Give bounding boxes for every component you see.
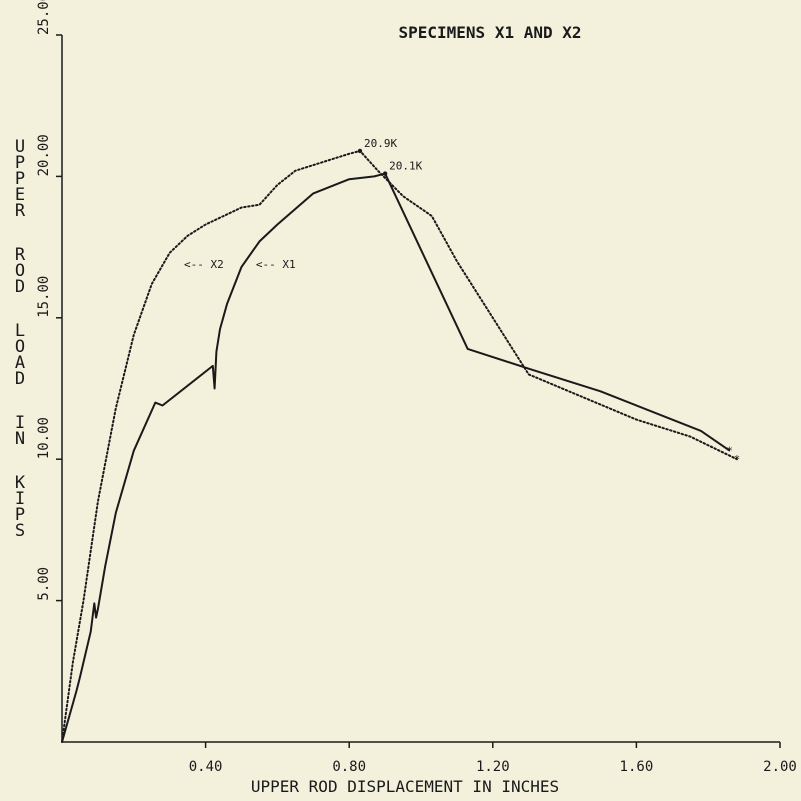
series-end-marker: * xyxy=(734,453,741,466)
chart-title: SPECIMENS X1 AND X2 xyxy=(398,23,581,42)
x-tick-label: 2.00 xyxy=(763,759,797,775)
y-tick-label: 5.00 xyxy=(36,567,52,601)
x-tick-label: 1.60 xyxy=(620,759,654,775)
x-ticks: 0.40 0.80 1.20 1.60 2.00 xyxy=(189,742,797,775)
y-tick-label: 15.00 xyxy=(36,276,52,318)
peak-label: 20.9K xyxy=(364,137,397,150)
series-callout: <-- X1 xyxy=(256,258,296,271)
y-axis-title: U P P E R R O D L O A D I N K I P S xyxy=(15,137,26,541)
series-group: ** xyxy=(61,149,741,743)
annotations: 20.9K 20.1K <-- X2 <-- X1 xyxy=(184,137,423,271)
y-tick-label: 10.00 xyxy=(36,417,52,459)
x-tick-label: 0.40 xyxy=(189,759,223,775)
peak-marker xyxy=(382,171,388,176)
x-tick-label: 0.80 xyxy=(332,759,366,775)
x-tick-label: 1.20 xyxy=(476,759,510,775)
series-callout: <-- X2 xyxy=(184,258,224,271)
y-tick-label: 20.00 xyxy=(36,134,52,176)
series-x1-line xyxy=(61,172,731,743)
y-tick-label: 25.00 xyxy=(36,0,52,35)
y-ticks: 5.00 10.00 15.00 20.00 25.00 xyxy=(36,0,62,602)
x-axis-title: UPPER ROD DISPLACEMENT IN INCHES xyxy=(251,777,559,796)
series-x2-line xyxy=(61,149,738,743)
peak-label: 20.1K xyxy=(389,160,422,173)
series-end-marker: * xyxy=(726,445,733,458)
peak-marker xyxy=(357,148,363,154)
